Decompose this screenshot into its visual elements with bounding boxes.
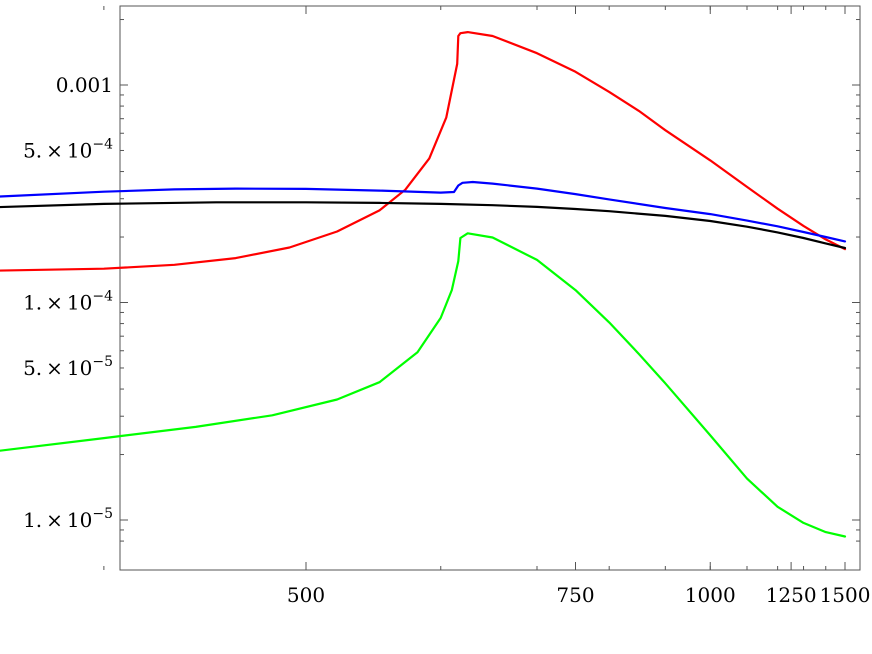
- x-tick-label: 750: [556, 583, 594, 607]
- x-tick-label: 1250: [766, 583, 817, 607]
- y-tick-label-base: 5. × 10: [23, 138, 92, 162]
- plot-frame: [119, 5, 861, 571]
- x-axis-ticks: 500 750 1000 1250 1500: [103, 6, 871, 607]
- series-layer: [0, 31, 847, 538]
- series-line-4: [0, 232, 847, 538]
- y-tick-label: 1. × 10−4: [23, 289, 113, 315]
- y-tick-label-exponent: −4: [92, 136, 113, 152]
- y-tick-label: 5. × 10−4: [23, 136, 113, 162]
- x-tick-label: 500: [287, 583, 325, 607]
- y-tick-label: 1. × 10−5: [23, 506, 113, 532]
- y-tick-label-exponent: −4: [92, 289, 113, 305]
- y-tick-label-exponent: −5: [92, 506, 113, 522]
- y-tick-label-exponent: −5: [92, 354, 113, 370]
- x-tick-label: 1500: [820, 583, 871, 607]
- y-tick-label-base: 5. × 10: [23, 356, 92, 380]
- series-line-2: [0, 180, 847, 243]
- y-tick-label: 5. × 10−5: [23, 354, 113, 380]
- series-line-3: [0, 201, 847, 250]
- y-tick-label: 0.001: [56, 73, 113, 97]
- x-tick-label: 1000: [685, 583, 736, 607]
- y-tick-label-base: 0.001: [56, 73, 113, 97]
- y-tick-label-base: 1. × 10: [23, 291, 92, 315]
- series-line-1: [0, 31, 847, 272]
- y-tick-label-base: 1. × 10: [23, 508, 92, 532]
